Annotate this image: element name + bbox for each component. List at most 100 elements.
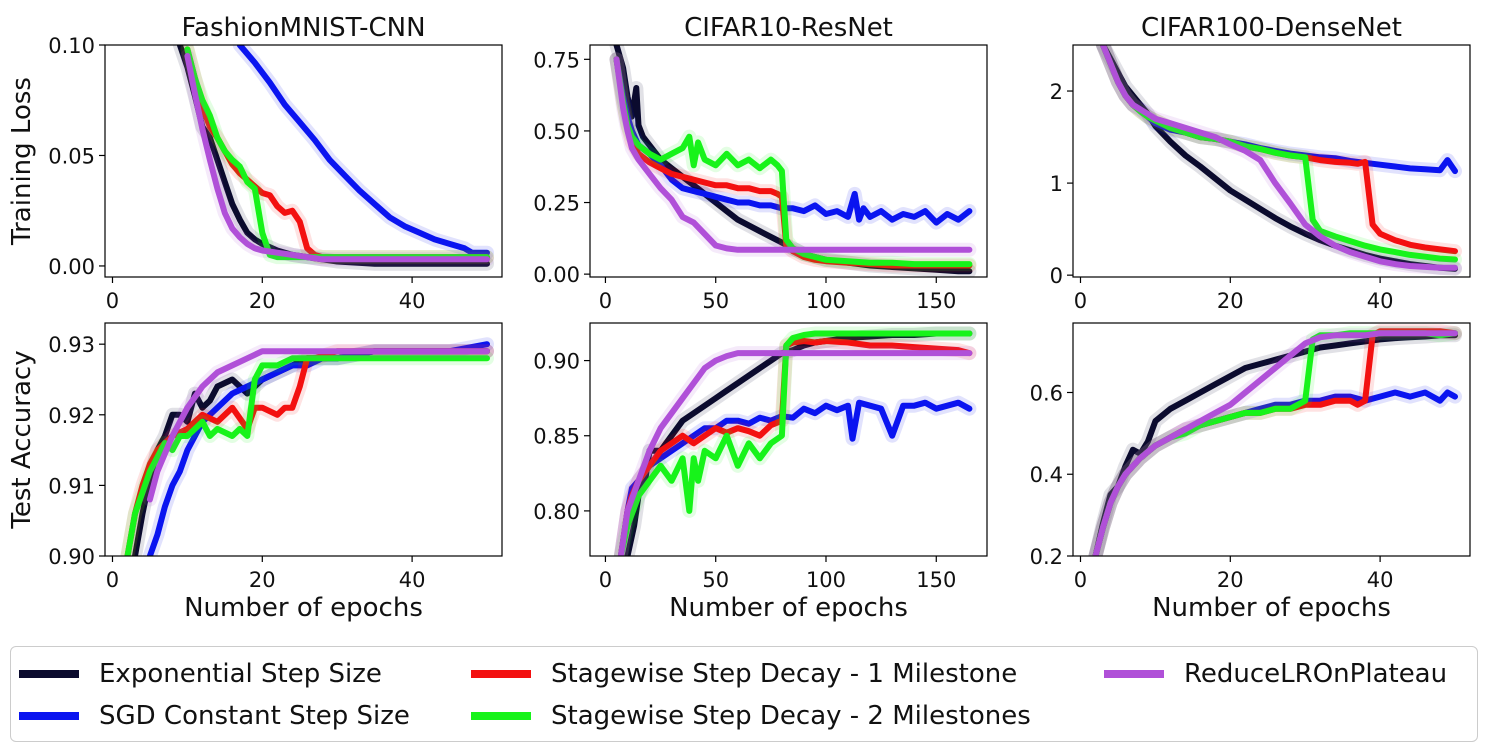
series-line-s2 [124, 355, 490, 556]
legend: Exponential Step Size SGD Constant Step S… [10, 646, 1478, 742]
legend-item-rlr: ReduceLROnPlateau [1104, 656, 1447, 692]
legend-label: SGD Constant Step Size [99, 701, 410, 731]
series-line-sgd [146, 341, 490, 556]
x-tick-label: 40 [1367, 568, 1394, 592]
subplot-1: 0 20 40 0.00 0.05 0.10 FashionMNIST-CNN Trainin… [7, 13, 503, 313]
series-line-sgd [236, 45, 490, 256]
subplot-6: 0 20 40 0.2 0.4 0.6 Number of epochs [1030, 322, 1471, 623]
series-band-s1 [613, 334, 977, 556]
y-tick-label: 0.80 [533, 500, 580, 524]
y-tick-label: 2 [1050, 80, 1063, 104]
x-tick-label: 0 [599, 289, 612, 313]
y-tick-label: 0.92 [48, 404, 95, 428]
axes-frame [104, 44, 503, 278]
y-tick-label: 0.2 [1030, 545, 1063, 569]
x-axis-label: Number of epochs [184, 593, 423, 623]
series-band-s2 [609, 52, 977, 272]
series-line-sgd [617, 399, 973, 556]
subplot-title: FashionMNIST-CNN [181, 13, 425, 43]
legend-item-s2: Stagewise Step Decay - 2 Milestones [471, 698, 1031, 734]
x-tick-label: 40 [399, 289, 426, 313]
subplot-5: 0 50 100 150 0.80 0.85 0.90 Number of epochs [533, 322, 988, 623]
series-line-rlr [1092, 330, 1458, 556]
y-tick-label: 0.90 [48, 545, 95, 569]
series-group [172, 45, 494, 271]
y-tick-label: 0.00 [533, 263, 580, 287]
y-axis-label: Test Accuracy [7, 350, 37, 529]
series-band-sgd [1088, 385, 1462, 556]
subplot-4: 0 20 40 0.90 0.91 0.92 0.93 Number of epochs Tes… [7, 322, 503, 623]
y-tick-label: 0.10 [48, 34, 95, 58]
subplot-title: CIFAR10-ResNet [684, 13, 893, 43]
x-tick-label: 20 [1217, 289, 1244, 313]
y-tick-label: 1 [1050, 172, 1063, 196]
series-band-sgd [142, 337, 494, 556]
x-tick-label: 150 [916, 289, 956, 313]
series-line-rlr [184, 53, 490, 263]
x-tick-label: 20 [1217, 568, 1244, 592]
x-tick-label: 0 [106, 289, 119, 313]
y-tick-label: 0.85 [533, 425, 580, 449]
x-tick-label: 100 [806, 289, 846, 313]
series-line-rlr [146, 348, 490, 503]
subplot-2: 0 50 100 150 0.00 0.25 0.50 0.75 CIFAR10-ResNet [533, 13, 988, 313]
series-line-rlr [613, 56, 973, 253]
y-tick-label: 0.90 [533, 350, 580, 374]
legend-label: Exponential Step Size [99, 659, 382, 689]
legend-swatch [19, 670, 79, 678]
x-tick-label: 20 [249, 289, 276, 313]
y-tick-label: 0.6 [1030, 381, 1063, 405]
x-tick-label: 50 [702, 568, 729, 592]
x-tick-label: 20 [249, 568, 276, 592]
axes-frame [1072, 322, 1471, 557]
series-line-s2 [617, 330, 973, 556]
series-line-rlr [617, 350, 973, 556]
y-tick-label: 0.91 [48, 474, 95, 498]
y-tick-label: 0.93 [48, 333, 95, 357]
series-line-s1 [617, 338, 973, 556]
legend-swatch [1104, 670, 1164, 678]
series-line-sgd [1092, 389, 1458, 556]
series-group [1088, 324, 1462, 556]
y-tick-label: 0 [1050, 264, 1063, 288]
legend-label: ReduceLROnPlateau [1184, 659, 1448, 689]
series-line-rlr [1100, 45, 1458, 271]
y-tick-label: 0.75 [533, 48, 580, 72]
x-tick-label: 0 [599, 568, 612, 592]
series-group [120, 337, 494, 556]
legend-swatch [471, 712, 531, 720]
y-tick-label: 0.05 [48, 144, 95, 168]
x-tick-label: 40 [399, 568, 426, 592]
legend-item-sgd: SGD Constant Step Size [19, 698, 410, 734]
x-tick-label: 40 [1367, 289, 1394, 313]
series-band-sgd [232, 45, 494, 260]
subplot-3: 0 20 40 0 1 2 CIFAR100-DenseNet [1050, 13, 1471, 313]
y-tick-label: 0.00 [48, 255, 95, 279]
series-group [613, 326, 977, 556]
axes-frame [1072, 44, 1471, 278]
axes-frame [104, 322, 503, 557]
legend-item-s1: Stagewise Step Decay - 1 Milestone [471, 656, 1017, 692]
y-tick-label: 0.50 [533, 120, 580, 144]
series-line-s2 [613, 56, 973, 268]
series-group [1096, 45, 1462, 276]
axes-frame [589, 322, 988, 557]
axes-frame [589, 44, 988, 278]
y-tick-label: 0.4 [1030, 463, 1063, 487]
x-axis-label: Number of epochs [1152, 593, 1391, 623]
legend-swatch [19, 712, 79, 720]
x-tick-label: 150 [916, 568, 956, 592]
legend-label: Stagewise Step Decay - 1 Milestone [551, 659, 1018, 689]
x-tick-label: 0 [106, 568, 119, 592]
x-axis-label: Number of epochs [669, 593, 908, 623]
y-axis-label: Training Loss [7, 77, 37, 246]
legend-label: Stagewise Step Decay - 2 Milestones [551, 701, 1031, 731]
legend-swatch [471, 670, 531, 678]
y-tick-label: 0.25 [533, 192, 580, 216]
x-tick-label: 0 [1074, 568, 1087, 592]
x-tick-label: 50 [702, 289, 729, 313]
x-tick-label: 0 [1074, 289, 1087, 313]
series-line-exp [1092, 332, 1458, 556]
subplot-title: CIFAR100-DenseNet [1141, 13, 1402, 43]
